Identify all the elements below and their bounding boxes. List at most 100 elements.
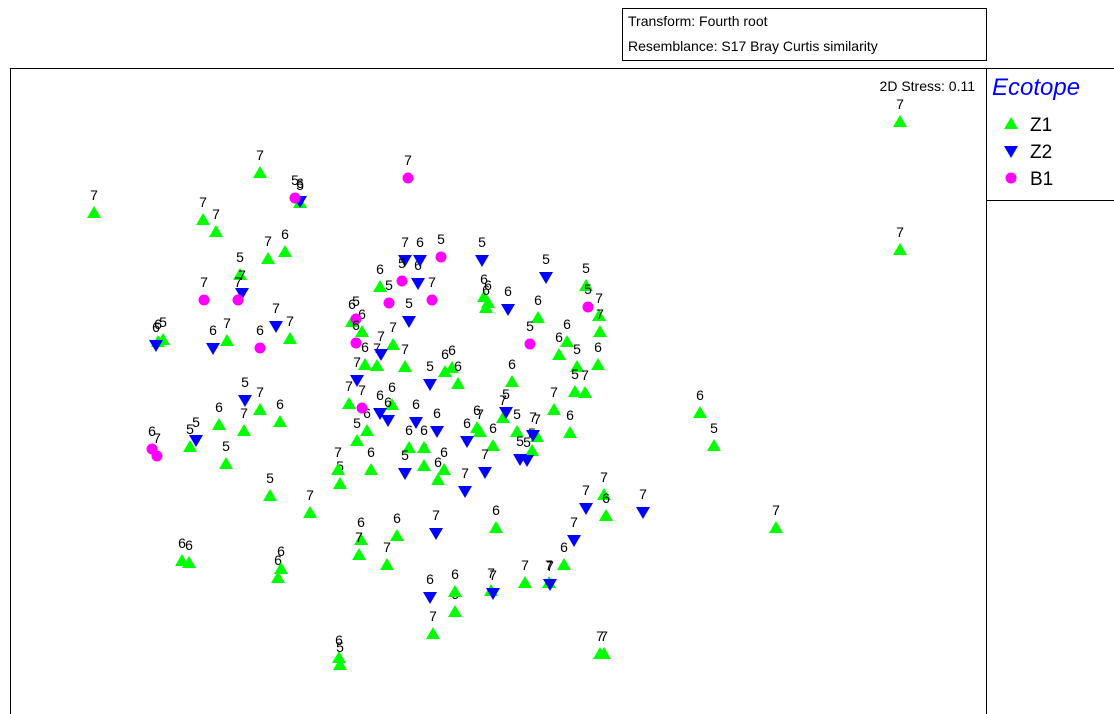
- point: [475, 255, 489, 267]
- point: [893, 243, 907, 255]
- point: [413, 255, 427, 267]
- point-label: 6: [393, 510, 401, 526]
- point-label: 6: [454, 358, 462, 374]
- point: [151, 450, 163, 462]
- point: [253, 403, 267, 415]
- point-label: 7: [772, 502, 780, 518]
- point: [579, 279, 593, 291]
- point-label: 6: [414, 257, 422, 273]
- point: [360, 424, 374, 436]
- point-label: 6: [482, 282, 490, 298]
- point: [409, 417, 423, 429]
- point-label: 6: [473, 402, 481, 418]
- point-label: 5: [296, 177, 304, 193]
- point: [438, 365, 452, 377]
- point: [473, 425, 487, 437]
- point-label: 5: [353, 415, 361, 431]
- point: [593, 325, 607, 337]
- point-label: 7: [355, 529, 363, 545]
- point: [350, 375, 364, 387]
- point: [373, 408, 387, 420]
- point: [496, 411, 510, 423]
- point: [429, 528, 443, 540]
- point: [486, 439, 500, 451]
- point-label: 6: [534, 292, 542, 308]
- point-label: 7: [521, 557, 529, 573]
- point-label: 7: [545, 557, 553, 573]
- point: [355, 325, 369, 337]
- point: [342, 397, 356, 409]
- point-label: 6: [352, 317, 360, 333]
- point-label: 7: [432, 507, 440, 523]
- point: [560, 335, 574, 347]
- point-label: 5: [222, 438, 230, 454]
- point-label: 6: [441, 346, 449, 362]
- point: [417, 441, 431, 453]
- point: [510, 425, 524, 437]
- point: [253, 166, 267, 178]
- legend-label: B1: [1030, 169, 1053, 190]
- point: [426, 627, 440, 639]
- point: [182, 556, 196, 568]
- point-label: 5: [710, 420, 718, 436]
- point: [398, 255, 412, 267]
- point-label: 6: [256, 322, 264, 338]
- point: [235, 288, 249, 300]
- point-label: 7: [240, 405, 248, 421]
- point: [383, 297, 395, 309]
- point: [233, 268, 247, 280]
- point-label: 6: [508, 356, 516, 372]
- point-label: 5: [398, 255, 406, 271]
- point: [273, 415, 287, 427]
- plot-frame: [10, 68, 987, 714]
- point: [518, 576, 532, 588]
- point-label: 6: [440, 444, 448, 460]
- point-label: 7: [487, 565, 495, 581]
- point: [460, 436, 474, 448]
- point-label: 6: [178, 535, 186, 551]
- point: [411, 278, 425, 290]
- point-label: 6: [296, 175, 304, 191]
- point-label: 7: [153, 430, 161, 446]
- point-label: 7: [595, 290, 603, 306]
- point: [547, 403, 561, 415]
- point: [278, 245, 292, 257]
- legend-title: Ecotope: [992, 74, 1080, 101]
- resemblance-note: Resemblance: S17 Bray Curtis similarity: [628, 38, 878, 54]
- point: [380, 558, 394, 570]
- point-label: 7: [212, 206, 220, 222]
- point-label: 7: [389, 319, 397, 335]
- point: [87, 206, 101, 218]
- point: [693, 406, 707, 418]
- point-label: 7: [499, 392, 507, 408]
- point: [356, 402, 368, 414]
- point: [373, 280, 387, 292]
- point: [592, 309, 606, 321]
- point-label: 6: [416, 234, 424, 250]
- point-label: 6: [696, 387, 704, 403]
- point-label: 7: [404, 152, 412, 168]
- point-label: 6: [277, 543, 285, 559]
- point: [423, 379, 437, 391]
- point-label: 7: [353, 354, 361, 370]
- point-label: 6: [563, 316, 571, 332]
- point-label: 5: [584, 281, 592, 297]
- point: [238, 395, 252, 407]
- point-label: 6: [555, 329, 563, 345]
- point: [570, 360, 584, 372]
- point: [254, 342, 266, 354]
- point: [350, 434, 364, 446]
- point: [430, 426, 444, 438]
- point-label: 5: [437, 231, 445, 247]
- point: [431, 473, 445, 485]
- point-label: 5: [516, 433, 524, 449]
- point: [481, 296, 495, 308]
- point: [385, 398, 399, 410]
- point: [539, 272, 553, 284]
- point: [524, 338, 536, 350]
- legend-label: Z2: [1030, 142, 1052, 163]
- point-label: 7: [199, 194, 207, 210]
- point-label: 7: [373, 340, 381, 356]
- point: [579, 503, 593, 515]
- point: [582, 301, 594, 313]
